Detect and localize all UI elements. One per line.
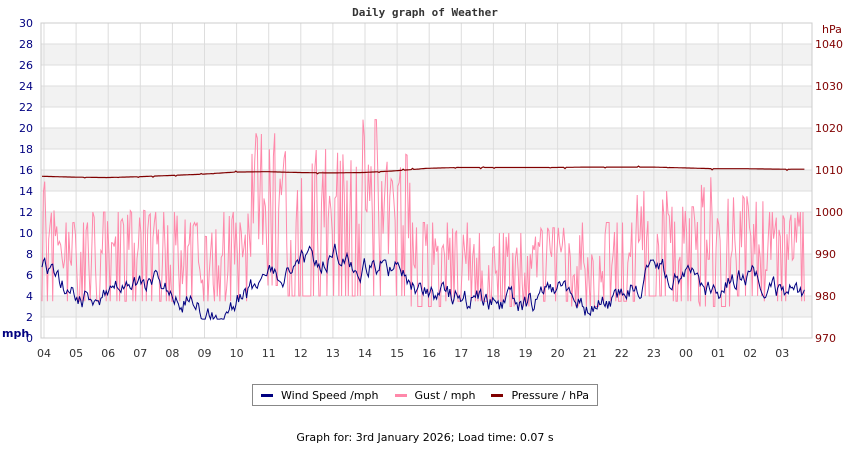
svg-text:990: 990 <box>815 248 836 261</box>
svg-text:07: 07 <box>133 347 147 360</box>
svg-text:05: 05 <box>69 347 83 360</box>
svg-text:24: 24 <box>19 80 33 93</box>
svg-text:02: 02 <box>743 347 757 360</box>
svg-text:1030: 1030 <box>815 80 843 93</box>
svg-text:1040: 1040 <box>815 38 843 51</box>
wind-speed-series <box>41 243 805 321</box>
svg-text:970: 970 <box>815 332 836 345</box>
svg-text:26: 26 <box>19 59 33 72</box>
svg-text:23: 23 <box>647 347 661 360</box>
legend-label-gust: Gust / mph <box>414 388 476 402</box>
svg-text:2: 2 <box>26 311 33 324</box>
vertical-gridlines <box>43 23 783 338</box>
left-axis-unit: mph <box>2 327 29 340</box>
svg-text:13: 13 <box>326 347 340 360</box>
svg-text:12: 12 <box>19 206 33 219</box>
pressure-series <box>42 165 805 179</box>
svg-text:8: 8 <box>26 248 33 261</box>
x-axis-ticks: 04 05 06 07 08 09 10 11 12 13 14 15 16 17 18 19 20 21 22 23… <box>37 347 789 360</box>
svg-text:1000: 1000 <box>815 206 843 219</box>
graph-footer: Graph for: 3rd January 2026; Load time: … <box>296 431 554 444</box>
svg-text:1020: 1020 <box>815 122 843 135</box>
svg-text:1010: 1010 <box>815 164 843 177</box>
legend-item-pressure: Pressure / hPa <box>491 389 589 402</box>
legend-label-wind-speed: Wind Speed /mph <box>281 388 379 402</box>
legend-item-gust: Gust / mph <box>394 388 476 402</box>
legend-item-wind-speed: Wind Speed /mph <box>261 389 379 402</box>
svg-text:17: 17 <box>454 347 468 360</box>
svg-text:06: 06 <box>101 347 115 360</box>
right-axis-unit: hPa <box>822 23 842 36</box>
svg-text:15: 15 <box>390 347 404 360</box>
gust-series <box>41 119 805 307</box>
svg-text:03: 03 <box>775 347 789 360</box>
svg-text:16: 16 <box>422 347 436 360</box>
horizontal-gridlines <box>41 22 812 339</box>
legend-label-pressure: Pressure / hPa <box>511 388 589 402</box>
wind-speed-swatch-icon <box>261 393 273 397</box>
svg-text:980: 980 <box>815 290 836 303</box>
grid-bands <box>41 44 812 317</box>
svg-text:22: 22 <box>19 101 33 114</box>
svg-text:4: 4 <box>26 290 33 303</box>
svg-text:20: 20 <box>551 347 565 360</box>
svg-text:18: 18 <box>19 143 33 156</box>
svg-text:10: 10 <box>19 227 33 240</box>
weather-chart: Daily graph of Weather 02468101214161820… <box>2 6 843 360</box>
svg-text:6: 6 <box>26 269 33 282</box>
svg-text:10: 10 <box>230 347 244 360</box>
svg-text:11: 11 <box>262 347 276 360</box>
svg-text:00: 00 <box>679 347 693 360</box>
svg-text:16: 16 <box>19 164 33 177</box>
svg-text:22: 22 <box>615 347 629 360</box>
gust-swatch-icon <box>394 393 407 397</box>
svg-text:14: 14 <box>358 347 372 360</box>
chart-legend: Wind Speed /mph Gust / mph Pressure / hP… <box>252 384 598 406</box>
svg-text:01: 01 <box>711 347 725 360</box>
svg-text:12: 12 <box>294 347 308 360</box>
svg-text:21: 21 <box>583 347 597 360</box>
svg-text:04: 04 <box>37 347 51 360</box>
svg-text:08: 08 <box>165 347 179 360</box>
right-axis-ticks: 970 980 990 1000 1010 1020 1030 1040 <box>815 38 843 345</box>
svg-text:20: 20 <box>19 122 33 135</box>
chart-title: Daily graph of Weather <box>352 6 498 19</box>
svg-text:09: 09 <box>198 347 212 360</box>
svg-text:18: 18 <box>486 347 500 360</box>
svg-text:14: 14 <box>19 185 33 198</box>
svg-text:0: 0 <box>26 332 33 345</box>
plot-frame <box>40 22 813 339</box>
svg-text:30: 30 <box>19 17 33 30</box>
svg-text:19: 19 <box>519 347 533 360</box>
svg-text:28: 28 <box>19 38 33 51</box>
pressure-swatch-icon <box>491 393 504 397</box>
